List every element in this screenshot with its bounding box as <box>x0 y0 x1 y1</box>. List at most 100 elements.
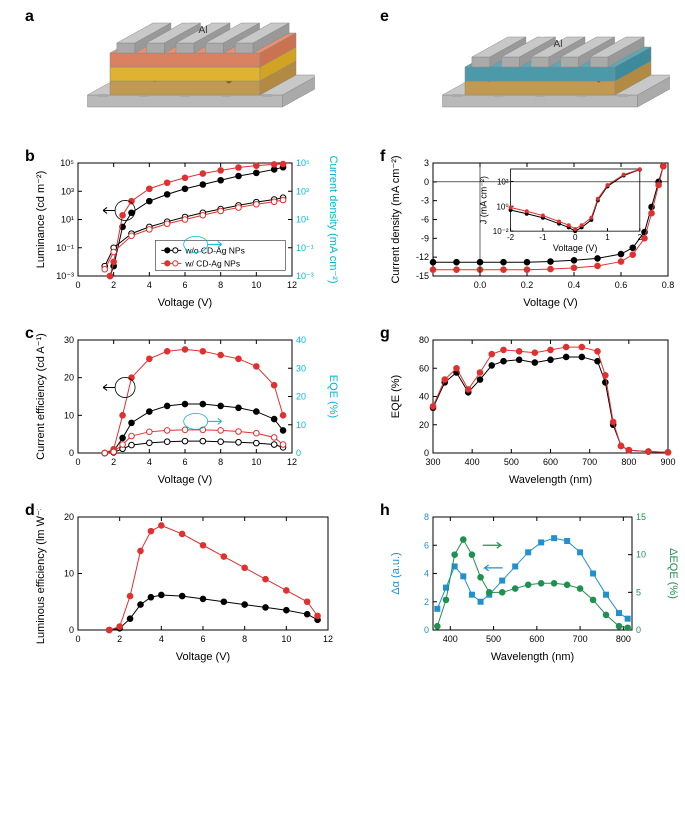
svg-text:20: 20 <box>419 420 429 430</box>
svg-text:30: 30 <box>64 335 74 345</box>
chart-d: 02468101201020Voltage (V)Luminous effici… <box>30 509 340 664</box>
svg-text:0: 0 <box>75 457 80 467</box>
svg-text:-3: -3 <box>421 196 429 206</box>
svg-text:30: 30 <box>296 363 306 373</box>
chart-h: 40050060070080002468051015Wavelength (nm… <box>385 509 680 664</box>
svg-text:0: 0 <box>636 625 641 635</box>
svg-text:0: 0 <box>424 177 429 187</box>
svg-text:40: 40 <box>419 392 429 402</box>
svg-text:6: 6 <box>424 540 429 550</box>
svg-text:0: 0 <box>424 448 429 458</box>
svg-text:2: 2 <box>111 280 116 290</box>
svg-text:60: 60 <box>419 363 429 373</box>
svg-text:10: 10 <box>64 410 74 420</box>
svg-text:0: 0 <box>69 448 74 458</box>
svg-text:Voltage (V): Voltage (V) <box>158 297 212 309</box>
svg-text:900: 900 <box>660 457 675 467</box>
diagram-e: Glass/ITOCD-Ag NPs/PEDOT:PSSPTB7:PC71BMA… <box>410 12 670 127</box>
svg-text:10: 10 <box>296 420 306 430</box>
svg-text:4: 4 <box>159 634 164 644</box>
svg-text:0.8: 0.8 <box>662 280 675 290</box>
svg-text:0.2: 0.2 <box>521 280 534 290</box>
chart-c: 0246810120102030010203040Voltage (V)Curr… <box>30 332 340 487</box>
svg-text:800: 800 <box>621 457 636 467</box>
svg-text:12: 12 <box>287 457 297 467</box>
svg-text:10: 10 <box>251 457 261 467</box>
svg-text:0.4: 0.4 <box>568 280 581 290</box>
svg-text:0: 0 <box>69 625 74 635</box>
svg-text:600: 600 <box>529 634 544 644</box>
svg-text:15: 15 <box>636 512 646 522</box>
svg-text:-15: -15 <box>416 271 429 281</box>
svg-text:40: 40 <box>296 335 306 345</box>
svg-text:10: 10 <box>251 280 261 290</box>
svg-text:80: 80 <box>419 335 429 345</box>
svg-text:-6: -6 <box>421 215 429 225</box>
svg-text:0.6: 0.6 <box>615 280 628 290</box>
svg-text:400: 400 <box>465 457 480 467</box>
svg-text:w/ CD-Ag NPs: w/ CD-Ag NPs <box>184 258 240 268</box>
svg-text:20: 20 <box>296 392 306 402</box>
chart-f: 0.00.20.40.60.8-15-12-9-6-303Voltage (V)… <box>385 155 680 310</box>
svg-text:10⁵: 10⁵ <box>296 158 310 168</box>
svg-text:10⁻¹: 10⁻¹ <box>56 243 74 253</box>
svg-text:6: 6 <box>182 457 187 467</box>
svg-text:0.0: 0.0 <box>474 280 487 290</box>
svg-text:Current density (mA cm⁻²): Current density (mA cm⁻²) <box>327 155 339 283</box>
svg-text:-1: -1 <box>539 233 547 242</box>
svg-text:3: 3 <box>424 158 429 168</box>
svg-text:Wavelength (nm): Wavelength (nm) <box>509 474 592 486</box>
svg-text:10: 10 <box>64 569 74 579</box>
svg-text:10³: 10³ <box>296 186 309 196</box>
svg-text:2: 2 <box>638 233 643 242</box>
svg-text:Voltage (V): Voltage (V) <box>523 297 577 309</box>
svg-text:6: 6 <box>200 634 205 644</box>
svg-text:5: 5 <box>636 587 641 597</box>
svg-text:Voltage (V): Voltage (V) <box>158 474 212 486</box>
svg-text:Voltage (V): Voltage (V) <box>176 651 230 663</box>
svg-text:0: 0 <box>296 448 301 458</box>
svg-text:800: 800 <box>616 634 631 644</box>
svg-text:8: 8 <box>218 457 223 467</box>
svg-text:2: 2 <box>111 457 116 467</box>
svg-text:400: 400 <box>443 634 458 644</box>
svg-text:ΔEQE (%): ΔEQE (%) <box>667 548 679 599</box>
svg-text:Al: Al <box>199 25 208 36</box>
svg-text:-9: -9 <box>421 233 429 243</box>
panel-label-a: a <box>25 8 34 26</box>
svg-text:10: 10 <box>636 550 646 560</box>
svg-text:Current efficiency (cd A⁻¹): Current efficiency (cd A⁻¹) <box>35 333 47 460</box>
svg-text:10: 10 <box>281 634 291 644</box>
svg-text:0: 0 <box>75 280 80 290</box>
svg-text:8: 8 <box>242 634 247 644</box>
svg-text:600: 600 <box>543 457 558 467</box>
svg-text:w/o CD-Ag NPs: w/o CD-Ag NPs <box>184 245 245 255</box>
svg-text:Luminous efficiency (lm W⁻¹): Luminous efficiency (lm W⁻¹) <box>35 509 47 644</box>
svg-text:10⁵: 10⁵ <box>60 158 74 168</box>
chart-b: 02468101210⁻³10⁻¹10¹10³10⁵10⁻³10⁻¹10¹10³… <box>30 155 340 310</box>
svg-text:Δα (a.u.): Δα (a.u.) <box>390 552 402 594</box>
svg-text:10⁰: 10⁰ <box>496 202 508 211</box>
svg-text:10⁻¹: 10⁻¹ <box>296 243 314 253</box>
svg-text:500: 500 <box>504 457 519 467</box>
svg-text:Current density (mA cm⁻²): Current density (mA cm⁻²) <box>390 155 402 283</box>
svg-text:12: 12 <box>287 280 297 290</box>
svg-text:0: 0 <box>573 233 578 242</box>
svg-text:10⁻³: 10⁻³ <box>56 271 74 281</box>
svg-text:Wavelength (nm): Wavelength (nm) <box>491 651 574 663</box>
svg-text:4: 4 <box>147 457 152 467</box>
svg-text:2: 2 <box>117 634 122 644</box>
svg-text:10³: 10³ <box>61 186 74 196</box>
svg-text:20: 20 <box>64 373 74 383</box>
svg-text:Al: Al <box>181 15 190 26</box>
svg-text:0: 0 <box>75 634 80 644</box>
svg-text:-12: -12 <box>416 252 429 262</box>
svg-text:4: 4 <box>147 280 152 290</box>
svg-text:Al: Al <box>536 29 545 40</box>
svg-text:10¹: 10¹ <box>296 215 309 225</box>
svg-text:EQE (%): EQE (%) <box>390 375 402 418</box>
diagram-a: Glass/ITOCD-Ag NPs/PEDOT:PSSSYLiFAlAl <box>55 12 315 127</box>
chart-g: 300400500600700800900020406080Wavelength… <box>385 332 680 487</box>
svg-text:20: 20 <box>64 512 74 522</box>
svg-text:10⁻³: 10⁻³ <box>296 271 314 281</box>
